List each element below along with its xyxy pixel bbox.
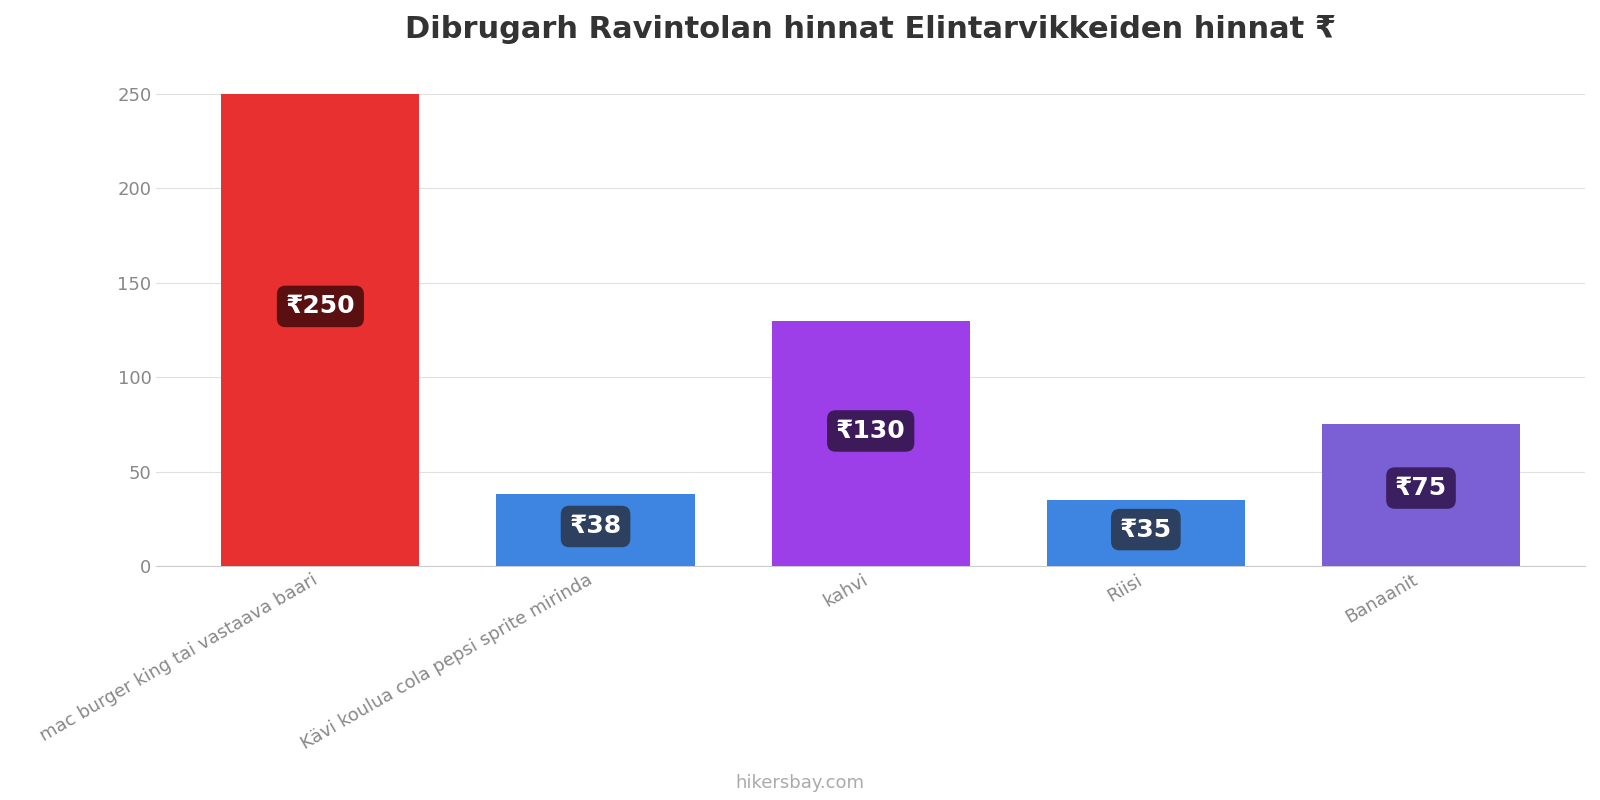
Text: hikersbay.com: hikersbay.com xyxy=(736,774,864,792)
Text: ₹250: ₹250 xyxy=(285,294,355,318)
Bar xyxy=(221,94,419,566)
Bar xyxy=(1322,424,1520,566)
Bar xyxy=(496,494,694,566)
Bar xyxy=(1046,500,1245,566)
Text: ₹38: ₹38 xyxy=(570,514,622,538)
Title: Dibrugarh Ravintolan hinnat Elintarvikkeiden hinnat ₹: Dibrugarh Ravintolan hinnat Elintarvikke… xyxy=(405,15,1336,44)
Bar xyxy=(771,321,970,566)
Text: ₹130: ₹130 xyxy=(835,419,906,443)
Text: ₹75: ₹75 xyxy=(1395,476,1446,500)
Text: ₹35: ₹35 xyxy=(1120,518,1171,542)
